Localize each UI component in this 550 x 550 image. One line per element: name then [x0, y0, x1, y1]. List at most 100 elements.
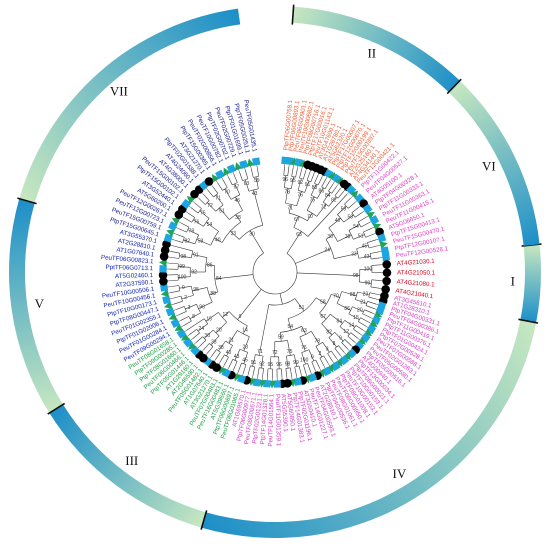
- svg-text:40: 40: [215, 237, 221, 243]
- svg-text:20: 20: [357, 307, 363, 313]
- leaf-marker-triangle: [326, 364, 334, 373]
- svg-text:8: 8: [333, 341, 336, 347]
- svg-text:96: 96: [276, 362, 282, 368]
- svg-text:21: 21: [228, 337, 234, 343]
- svg-text:76: 76: [301, 345, 307, 351]
- svg-text:8: 8: [192, 314, 195, 320]
- leaf-marker-triangle: [171, 218, 181, 226]
- leaf-label: AT5G55390.1: [279, 394, 289, 433]
- leaf-label: AT4G21080.1: [396, 278, 435, 288]
- svg-text:12: 12: [223, 312, 229, 318]
- svg-text:43: 43: [234, 354, 240, 360]
- svg-text:95: 95: [290, 178, 296, 184]
- svg-text:59: 59: [254, 178, 260, 184]
- leaf-marker-square: [163, 233, 173, 243]
- svg-text:33: 33: [351, 252, 357, 258]
- leaf-marker-square: [165, 307, 175, 317]
- svg-text:59: 59: [341, 206, 347, 212]
- svg-text:88: 88: [312, 185, 318, 191]
- group-boundary: [291, 4, 295, 25]
- svg-text:88: 88: [210, 291, 216, 297]
- leaf-marker-triangle: [372, 223, 382, 231]
- svg-text:95: 95: [193, 287, 199, 293]
- svg-text:51: 51: [358, 233, 364, 239]
- svg-text:70: 70: [333, 293, 339, 299]
- leaf-marker-triangle: [233, 372, 242, 382]
- svg-text:86: 86: [207, 262, 213, 268]
- leaf-marker-circle: [204, 177, 214, 186]
- svg-text:67: 67: [234, 185, 240, 191]
- leaf-marker-square: [160, 283, 169, 292]
- group-ring-segment: [49, 404, 207, 528]
- group-label: III: [125, 453, 138, 468]
- svg-text:40: 40: [226, 350, 232, 356]
- svg-text:40: 40: [335, 218, 341, 224]
- svg-text:24: 24: [199, 326, 205, 332]
- leaf-label: PtpTF14G01328.1: [259, 393, 270, 445]
- leaf-marker-square: [226, 164, 237, 174]
- svg-text:75: 75: [287, 349, 293, 355]
- leaf-marker-triangle: [342, 351, 351, 361]
- group-label: I: [511, 273, 515, 288]
- svg-text:72: 72: [272, 350, 278, 356]
- svg-text:30: 30: [327, 234, 333, 240]
- svg-text:92: 92: [191, 269, 197, 275]
- svg-text:38: 38: [218, 345, 224, 351]
- leaf-marker-circle: [381, 284, 390, 294]
- leaf-marker-circle: [159, 277, 168, 286]
- svg-text:71: 71: [215, 196, 221, 202]
- svg-text:2: 2: [184, 295, 187, 301]
- svg-text:86: 86: [344, 306, 350, 312]
- leaf-marker-triangle: [366, 212, 375, 220]
- leaf-marker-triangle: [181, 333, 190, 341]
- svg-text:14: 14: [242, 328, 248, 334]
- svg-text:70: 70: [224, 190, 230, 196]
- svg-text:91: 91: [251, 360, 257, 366]
- svg-text:63: 63: [296, 232, 302, 238]
- svg-text:78: 78: [284, 189, 290, 195]
- group-ring-segment: [520, 244, 541, 323]
- svg-text:88: 88: [350, 292, 356, 298]
- svg-text:72: 72: [321, 205, 327, 211]
- leaf-marker-square: [377, 233, 387, 243]
- leaf-labels: PtpTF06G00758.1PtpTF06G00893.1PeuTF06G00…: [101, 99, 449, 447]
- leaf-label: AT4G21030.1: [396, 258, 435, 268]
- svg-text:84: 84: [336, 318, 342, 324]
- svg-text:58: 58: [198, 238, 204, 244]
- leaf-marker-square: [170, 318, 181, 329]
- svg-text:2: 2: [318, 351, 321, 357]
- svg-text:0: 0: [311, 355, 314, 361]
- svg-text:96: 96: [283, 177, 289, 183]
- group-boundary: [200, 510, 208, 530]
- svg-text:99: 99: [293, 360, 299, 366]
- group-boundary: [17, 197, 37, 205]
- group-label: V: [35, 296, 45, 311]
- svg-text:96: 96: [199, 304, 205, 310]
- svg-text:91: 91: [305, 182, 311, 188]
- svg-text:9: 9: [339, 335, 342, 341]
- svg-text:30: 30: [249, 231, 255, 237]
- group-ring: [8, 4, 542, 539]
- leaf-marker-circle: [382, 268, 392, 278]
- svg-text:33: 33: [211, 339, 217, 345]
- group-label: II: [367, 46, 376, 61]
- leaf-marker-triangle: [334, 358, 343, 367]
- leaf-marker-square: [159, 265, 167, 273]
- svg-text:98: 98: [181, 254, 187, 260]
- svg-text:82: 82: [331, 197, 337, 203]
- svg-text:24: 24: [324, 248, 330, 254]
- svg-text:45: 45: [242, 357, 248, 363]
- svg-text:15: 15: [206, 316, 212, 322]
- group-label: VI: [482, 159, 496, 174]
- svg-text:70: 70: [307, 214, 313, 220]
- leaf-marker-square: [239, 160, 249, 169]
- leaf-label: AT5G60850.1: [285, 393, 296, 432]
- leaf-marker-square: [176, 328, 187, 339]
- svg-text:38: 38: [235, 215, 241, 221]
- svg-text:98: 98: [353, 273, 359, 279]
- group-boundary: [446, 78, 462, 95]
- leaf-marker-triangle: [246, 158, 255, 167]
- svg-text:54: 54: [353, 224, 359, 230]
- leaf-marker-square: [369, 215, 380, 225]
